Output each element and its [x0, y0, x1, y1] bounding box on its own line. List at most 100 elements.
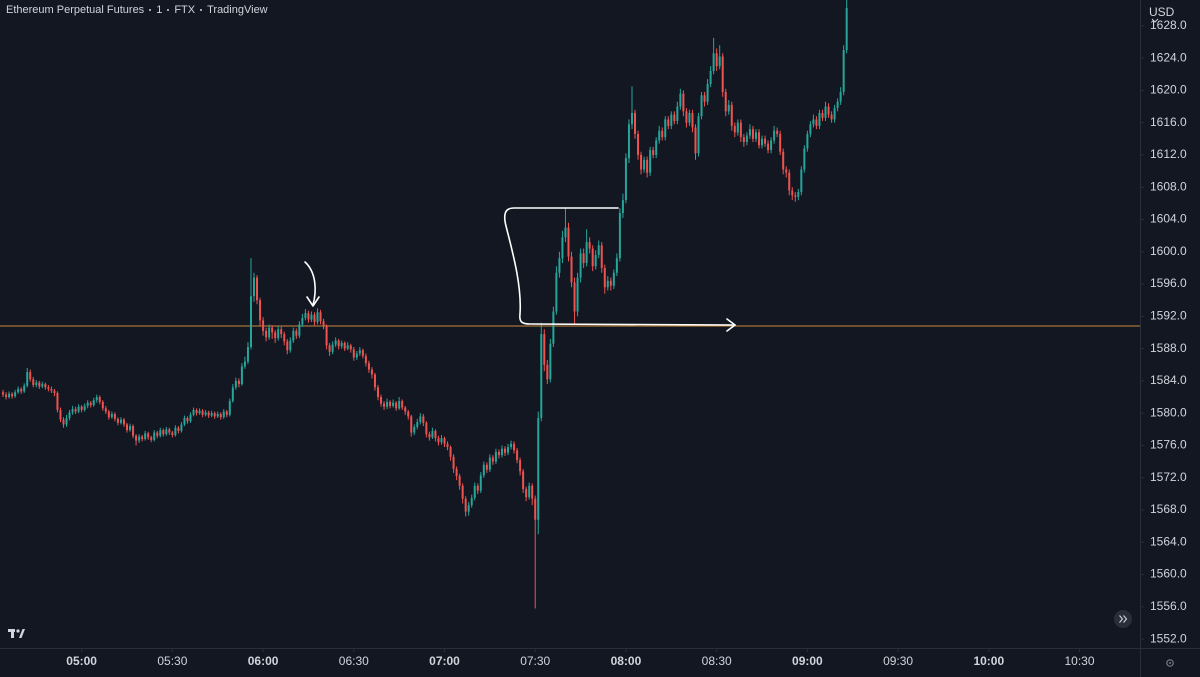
candle-body: [346, 345, 349, 349]
candle-body: [126, 424, 129, 431]
candle-body: [718, 56, 721, 67]
candle-body: [286, 341, 289, 351]
candle-body: [204, 412, 207, 415]
candle-body: [767, 143, 770, 151]
candle-body: [579, 253, 582, 278]
candle-body: [237, 380, 240, 385]
candle-body: [156, 432, 159, 436]
candle-body: [92, 400, 95, 406]
currency-button[interactable]: USD: [1149, 5, 1174, 27]
candle-body: [724, 91, 727, 112]
candle-body: [398, 401, 401, 409]
candle-body: [691, 112, 694, 128]
candle-body: [107, 411, 110, 418]
candle-body: [652, 150, 655, 155]
candle-body: [643, 159, 646, 170]
candle-body: [207, 412, 210, 416]
candle-body: [23, 385, 26, 392]
symbol[interactable]: Ethereum Perpetual Futures: [6, 4, 145, 16]
candle-body: [419, 416, 422, 423]
candle-body: [531, 485, 534, 499]
y-tick-label: 1580.0: [1150, 405, 1187, 419]
candle-body: [246, 346, 249, 362]
candle-body: [661, 130, 664, 138]
candle-body: [830, 114, 833, 120]
candle-body: [195, 409, 198, 414]
candle-body: [776, 130, 779, 134]
settings-button[interactable]: [1166, 659, 1174, 667]
x-tick-label: 07:30: [520, 654, 550, 668]
candle-body: [307, 313, 310, 320]
candle-body: [95, 397, 98, 401]
y-tick-label: 1584.0: [1150, 373, 1187, 387]
tv-logo[interactable]: [8, 629, 25, 638]
candle-body: [558, 258, 561, 273]
candle-body: [673, 114, 676, 122]
candle-body: [259, 300, 262, 321]
candle-body: [256, 277, 259, 301]
x-tick-label: 09:00: [792, 654, 823, 668]
candle-body: [594, 255, 597, 267]
y-tick-label: 1552.0: [1150, 631, 1187, 645]
scroll-right-button[interactable]: [1114, 610, 1132, 628]
candle-body: [358, 350, 361, 354]
candle-body: [479, 475, 482, 491]
candle-body: [655, 140, 658, 155]
candle-body: [818, 112, 821, 126]
candle-body: [313, 314, 316, 322]
interval[interactable]: 1: [156, 4, 163, 16]
candle-body: [679, 93, 682, 107]
candle-body: [519, 459, 522, 472]
candle-body: [337, 340, 340, 347]
candle-body: [386, 401, 389, 407]
candle-body: [431, 430, 434, 438]
candle-body: [213, 413, 216, 417]
candle-body: [491, 457, 494, 462]
annotation-bracket: [503, 207, 736, 326]
candle-body: [180, 424, 183, 431]
candle-body: [570, 256, 573, 283]
candle-body: [609, 280, 612, 286]
y-tick-label: 1576.0: [1150, 438, 1187, 452]
candle-body: [842, 50, 845, 92]
candle-body: [53, 390, 56, 393]
y-tick-label: 1572.0: [1150, 470, 1187, 484]
candle-body: [110, 413, 113, 418]
candle-body: [162, 430, 165, 435]
candle-body: [189, 414, 192, 422]
candle-body: [159, 430, 162, 436]
candle-body: [733, 125, 736, 133]
candle-body: [516, 450, 519, 460]
candle-body: [47, 387, 50, 389]
candle-body: [449, 447, 452, 457]
candle-body: [89, 402, 92, 406]
candle-body: [788, 172, 791, 191]
candle-body: [434, 430, 437, 439]
candle-body: [225, 411, 228, 415]
candle-body: [839, 91, 842, 102]
candle-body: [153, 432, 156, 440]
x-tick-label: 08:30: [702, 654, 732, 668]
y-tick-label: 1564.0: [1150, 534, 1187, 548]
candle-body: [171, 432, 174, 435]
candle-body: [144, 433, 147, 439]
candle-body: [791, 190, 794, 196]
candle-body: [543, 334, 546, 365]
candle-body: [343, 342, 346, 349]
candle-body: [183, 418, 186, 425]
separator: [200, 9, 203, 11]
candle-body: [824, 106, 827, 118]
candle-body: [192, 409, 195, 415]
candle-body: [446, 443, 449, 448]
candle-body: [413, 426, 416, 433]
candle-body: [715, 53, 718, 67]
candle-body: [26, 372, 29, 386]
candle-body: [697, 116, 700, 154]
candle-body: [682, 93, 685, 112]
candle-body: [497, 451, 500, 456]
candle-body: [637, 133, 640, 155]
candle-body: [74, 409, 77, 412]
candle-body: [349, 345, 352, 350]
candle-body: [473, 485, 476, 498]
